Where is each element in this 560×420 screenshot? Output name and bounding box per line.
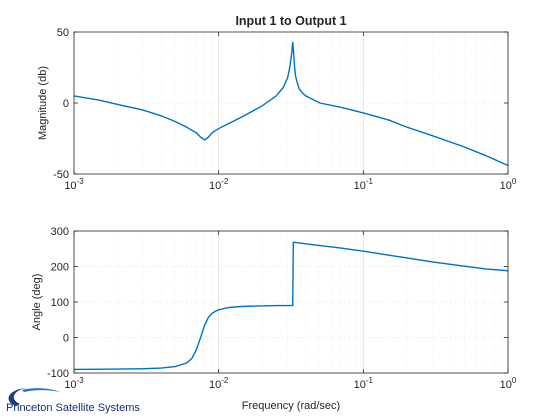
y-tick-label: -50 [53, 169, 69, 181]
y-tick-label: 100 [51, 297, 69, 309]
phase-line [73, 241, 509, 371]
logo-text: Princeton Satellite Systems [6, 402, 140, 414]
company-logo: Princeton Satellite Systems [2, 386, 162, 418]
phase-ylabel: Angle (deg) [31, 274, 43, 331]
y-tick-label: -100 [47, 368, 69, 380]
magnitude-line [73, 41, 509, 167]
y-tick-label: 200 [51, 262, 69, 274]
x-tick-label: 100 [500, 376, 517, 391]
magnitude-axes: 10-3 10-2 10-1 100 -50 0 50 Input 1 to Output … [37, 14, 517, 192]
y-tick-label: 300 [51, 226, 69, 238]
phase-ticks: 10-3 10-2 10-1 100 -100 0 100 200 300 [47, 226, 517, 391]
x-tick-label: 10-3 [64, 177, 84, 192]
x-tick-label: 10-3 [64, 376, 84, 391]
frequency-xlabel: Frequency (rad/sec) [242, 400, 340, 412]
y-tick-label: 0 [63, 333, 69, 345]
x-tick-label: 10-1 [354, 376, 374, 391]
x-tick-label: 10-2 [209, 376, 229, 391]
magnitude-ticks: 10-3 10-2 10-1 100 -50 0 50 [53, 27, 517, 192]
phase-axes: 10-3 10-2 10-1 100 -100 0 100 200 300 Angle (deg… [31, 226, 517, 412]
y-tick-label: 50 [57, 27, 69, 39]
x-tick-label: 10-1 [354, 177, 374, 192]
y-tick-label: 0 [63, 98, 69, 110]
chart-title: Input 1 to Output 1 [235, 14, 346, 28]
magnitude-ylabel: Magnitude (db) [37, 66, 49, 140]
x-tick-label: 10-2 [209, 177, 229, 192]
logo-swoosh-icon [8, 388, 60, 406]
x-tick-label: 100 [500, 177, 517, 192]
